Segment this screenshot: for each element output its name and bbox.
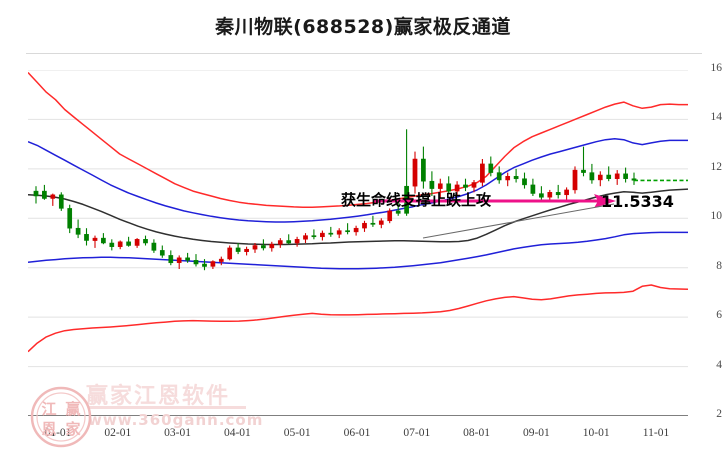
x-axis-tick: 10-01: [582, 427, 610, 439]
x-axis-tick: 11-01: [642, 427, 670, 439]
x-axis-tick: 01-01: [44, 427, 72, 439]
watermark-seal-icon: 江 赢 恩 家: [30, 386, 92, 448]
svg-text:恩: 恩: [41, 420, 56, 438]
x-axis-tick: 08-01: [463, 427, 491, 439]
channel-bands: [28, 71, 688, 353]
watermark-url: www.360gann.com: [88, 411, 264, 429]
watermark-brand: 赢家江恩软件: [86, 384, 231, 409]
chart-svg: [28, 70, 688, 416]
x-axis-tick: 02-01: [104, 427, 132, 439]
watermark-divider: [88, 406, 246, 409]
plot-area: [28, 70, 688, 416]
annotation-marks: [373, 179, 688, 239]
y-axis-tick: 16: [710, 62, 723, 74]
svg-text:赢: 赢: [65, 400, 80, 418]
x-axis-tick: 04-01: [223, 427, 251, 439]
title-divider: [26, 53, 702, 54]
x-axis-tick: 09-01: [522, 427, 550, 439]
y-axis-tick: 14: [710, 111, 723, 124]
y-axis-tick: 6: [716, 309, 722, 322]
grid-lines: [28, 70, 688, 416]
y-axis-tick: 2: [716, 408, 722, 420]
x-axis-tick: 05-01: [283, 427, 311, 439]
y-axis-tick: 8: [716, 259, 722, 272]
y-axis-tick: 12: [710, 160, 723, 173]
candlestick-series: [33, 129, 637, 271]
x-axis-tick: 06-01: [343, 427, 371, 439]
y-axis-tick: 10: [710, 210, 723, 223]
x-axis-tick: 03-01: [164, 427, 192, 439]
svg-text:家: 家: [65, 420, 80, 438]
current-price-label: 11.5334: [601, 192, 674, 211]
y-axis-tick: 4: [716, 358, 722, 371]
svg-text:江: 江: [41, 400, 56, 418]
page-title: 秦川物联(688528)赢家极反通道: [215, 16, 511, 38]
x-axis-tick: 07-01: [403, 427, 431, 439]
commentary-annotation: 获生命线支撑止跌上攻: [341, 191, 492, 209]
